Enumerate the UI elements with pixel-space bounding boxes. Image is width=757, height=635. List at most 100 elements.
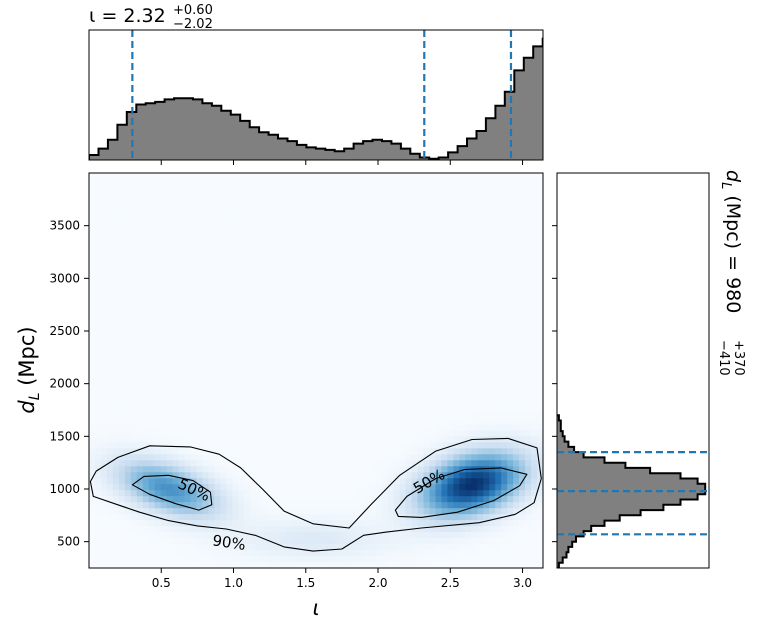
heat-cell xyxy=(411,430,419,437)
heat-cell xyxy=(393,262,401,270)
heat-cell xyxy=(226,538,233,545)
heat-cell xyxy=(531,406,538,413)
heat-cell xyxy=(495,424,502,431)
heat-cell xyxy=(417,334,425,342)
heat-cell xyxy=(250,220,257,228)
heat-cell xyxy=(130,220,138,228)
heat-cell xyxy=(327,370,335,378)
heat-cell xyxy=(477,520,484,527)
heat-cell xyxy=(537,412,543,419)
heat-cell xyxy=(345,358,353,366)
heat-cell xyxy=(268,412,275,419)
heat-cell xyxy=(196,292,204,300)
heat-cell xyxy=(435,292,443,300)
heat-cell xyxy=(531,346,538,354)
heat-cell xyxy=(196,556,204,563)
heat-cell xyxy=(513,316,520,324)
heat-cell xyxy=(292,436,299,443)
heat-cell xyxy=(118,532,126,539)
heat-cell xyxy=(124,436,132,443)
heat-cell xyxy=(196,244,204,252)
heat-cell xyxy=(429,358,437,366)
heat-cell xyxy=(154,496,162,503)
heat-cell xyxy=(483,328,490,336)
heat-cell xyxy=(178,250,186,258)
heat-cell xyxy=(333,226,341,234)
heat-cell xyxy=(112,466,120,473)
heat-cell xyxy=(94,544,102,551)
heat-cell xyxy=(507,274,514,282)
heat-cell xyxy=(298,208,305,216)
heat-cell xyxy=(232,490,239,497)
heat-cell xyxy=(429,184,437,192)
heat-cell xyxy=(435,244,443,252)
heat-cell xyxy=(136,280,144,288)
heat-cell xyxy=(531,262,538,270)
heat-cell xyxy=(226,358,233,366)
heat-cell xyxy=(489,502,496,509)
heat-cell xyxy=(471,304,478,312)
heat-cell xyxy=(327,340,335,348)
heat-cell xyxy=(220,232,227,240)
heat-cell xyxy=(483,232,490,240)
heat-cell xyxy=(399,538,407,545)
heat-cell xyxy=(411,173,419,180)
heat-cell xyxy=(238,316,245,324)
heat-cell xyxy=(256,448,263,455)
heat-cell xyxy=(112,208,120,216)
heat-cell xyxy=(184,220,192,228)
heat-cell xyxy=(166,232,174,240)
heat-cell xyxy=(142,442,150,449)
heat-cell xyxy=(310,208,317,216)
heat-cell xyxy=(178,544,186,551)
heat-cell xyxy=(196,196,204,204)
heat-cell xyxy=(519,238,526,246)
heat-cell xyxy=(417,544,425,551)
heat-cell xyxy=(244,304,251,312)
heat-cell xyxy=(238,418,245,425)
heat-cell xyxy=(525,208,532,216)
heat-cell xyxy=(226,202,233,210)
heat-cell xyxy=(333,316,341,324)
heat-cell xyxy=(232,238,239,246)
heat-cell xyxy=(333,232,341,240)
heat-cell xyxy=(136,508,144,515)
heat-cell xyxy=(531,334,538,342)
heat-cell xyxy=(417,352,425,360)
heat-cell xyxy=(238,490,245,497)
heat-cell xyxy=(381,346,389,354)
heat-cell xyxy=(262,526,269,533)
heat-cell xyxy=(417,173,425,180)
heat-cell xyxy=(387,268,395,276)
heat-cell xyxy=(405,190,413,198)
heat-cell xyxy=(130,490,138,497)
heat-cell xyxy=(214,274,222,282)
heat-cell xyxy=(190,556,198,563)
heat-cell xyxy=(423,304,431,312)
heat-cell xyxy=(316,442,323,449)
heat-cell xyxy=(142,436,150,443)
heat-cell xyxy=(256,178,263,186)
heat-cell xyxy=(513,262,520,270)
heat-cell xyxy=(190,340,198,348)
heat-cell xyxy=(202,190,210,198)
heat-cell xyxy=(333,274,341,282)
heat-cell xyxy=(124,316,132,324)
heat-cell xyxy=(483,400,490,407)
heat-cell xyxy=(429,532,437,539)
heat-cell xyxy=(363,532,371,539)
heat-cell xyxy=(399,424,407,431)
heat-cell xyxy=(495,238,502,246)
heat-cell xyxy=(513,340,520,348)
heat-cell xyxy=(214,448,222,455)
heat-cell xyxy=(399,190,407,198)
heat-cell xyxy=(184,478,192,485)
heat-cell xyxy=(106,448,114,455)
heat-cell xyxy=(525,202,532,210)
heat-cell xyxy=(160,406,168,413)
heat-cell xyxy=(292,322,299,330)
heat-cell xyxy=(501,448,508,455)
heat-cell xyxy=(339,178,347,186)
heat-cell xyxy=(89,352,96,360)
heat-cell xyxy=(178,484,186,491)
